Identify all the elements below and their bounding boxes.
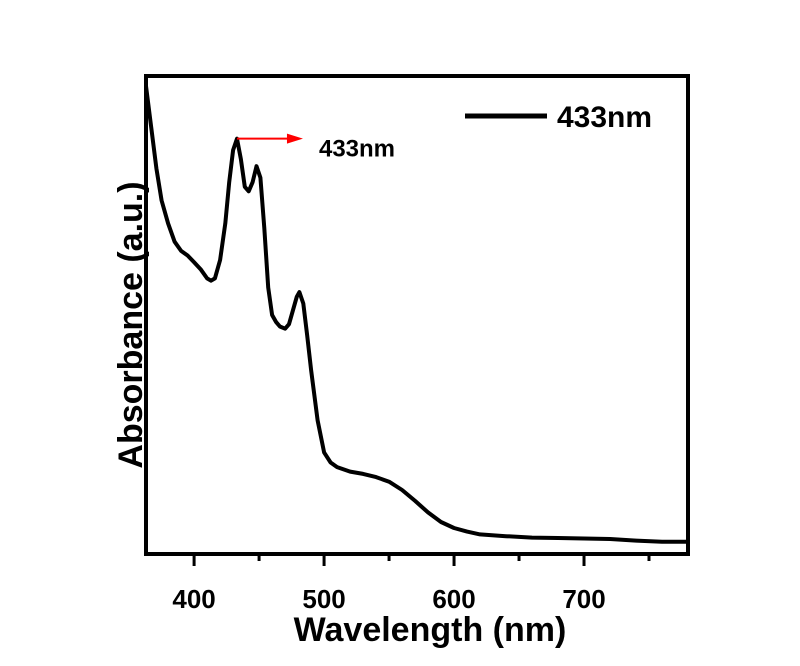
peak-annotation: 433nm	[236, 133, 395, 163]
x-tick-label-700: 700	[562, 584, 605, 614]
annotation-arrow-head	[286, 133, 303, 144]
x-tick-label-500: 500	[302, 584, 345, 614]
legend: 433nm	[465, 101, 652, 134]
x-tick-label-600: 600	[432, 584, 475, 614]
x-axis-title: Wavelength (nm)	[294, 611, 567, 649]
plot-frame	[144, 74, 690, 556]
annotation-label: 433nm	[319, 136, 395, 163]
plot-layer	[144, 85, 688, 544]
y-axis-title: Absorbance (a.u.)	[112, 181, 150, 468]
series-line-0	[144, 85, 688, 544]
x-axis-ticks: 400 500 600 700	[172, 554, 651, 614]
legend-label: 433nm	[557, 101, 652, 134]
x-tick-label-400: 400	[172, 584, 215, 614]
